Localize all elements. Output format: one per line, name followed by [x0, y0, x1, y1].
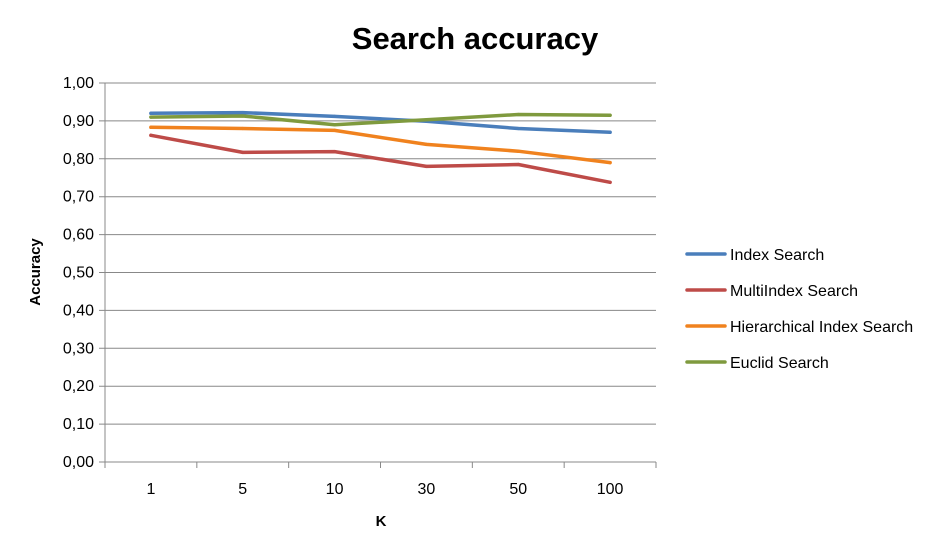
data-point	[149, 111, 153, 115]
series-line-1	[149, 133, 612, 185]
legend-label: Index Search	[730, 247, 824, 264]
legend: Index Search MultiIndex Search Hierarchica…	[685, 247, 913, 372]
y-tick-label: 0,70	[63, 189, 94, 206]
legend-item: Hierarchical Index Search	[685, 319, 913, 336]
legend-item: Index Search	[685, 247, 824, 264]
y-tick-label: 0,50	[63, 265, 94, 282]
data-point	[424, 142, 429, 146]
legend-item: Euclid Search	[685, 355, 829, 372]
data-point	[332, 149, 337, 154]
legend-label: Euclid Search	[730, 355, 829, 372]
data-point	[516, 162, 520, 167]
data-point	[608, 180, 612, 184]
data-point	[149, 125, 153, 129]
data-point	[608, 130, 612, 134]
y-tick-label: 0,00	[63, 454, 94, 471]
y-axis-title: Accuracy	[27, 238, 44, 306]
axes: 0,00 0,10 0,20 0,30 0,40 0,50 0,60 0,70 0,80 0,90…	[63, 75, 657, 498]
x-tick-label: 5	[238, 481, 247, 498]
series-line-0	[149, 110, 612, 135]
legend-item: MultiIndex Search	[685, 283, 858, 300]
data-point	[332, 114, 337, 118]
x-tick-label: 50	[509, 481, 527, 498]
y-tick-label: 0,30	[63, 340, 94, 357]
y-tick-label: 0,60	[63, 227, 94, 244]
data-point	[332, 123, 337, 127]
x-tick-label: 10	[326, 481, 344, 498]
data-point	[241, 150, 245, 154]
data-point	[608, 113, 612, 117]
data-point	[516, 126, 520, 131]
data-point	[608, 160, 612, 165]
data-point	[516, 149, 520, 153]
y-tick-label: 0,10	[63, 416, 94, 433]
x-tick-label: 100	[597, 481, 624, 498]
x-tick-label: 30	[418, 481, 436, 498]
series-line-2	[149, 125, 612, 165]
y-tick-label: 0,80	[63, 151, 94, 168]
series	[149, 110, 612, 185]
data-point	[424, 118, 429, 122]
data-point	[241, 110, 245, 115]
y-tick-label: 0,20	[63, 378, 94, 395]
data-point	[241, 114, 245, 118]
x-tick-label: 1	[146, 481, 155, 498]
y-tick-label: 1,00	[63, 75, 94, 92]
series-line-3	[149, 112, 612, 127]
y-tick-label: 0,40	[63, 302, 94, 319]
data-point	[424, 164, 429, 168]
y-tick-label: 0,90	[63, 113, 94, 130]
data-point	[516, 112, 520, 117]
legend-label: MultiIndex Search	[730, 283, 858, 300]
data-point	[149, 115, 153, 119]
data-point	[332, 128, 337, 132]
legend-label: Hierarchical Index Search	[730, 319, 913, 336]
data-point	[241, 126, 245, 131]
chart-title: Search accuracy	[352, 21, 599, 56]
data-point	[149, 133, 153, 137]
x-axis-title: K	[376, 513, 387, 530]
